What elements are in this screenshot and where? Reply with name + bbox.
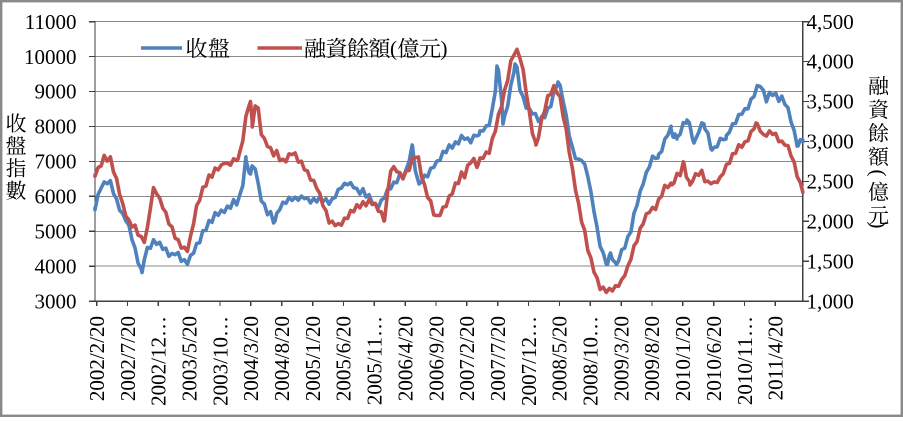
svg-text:2006/9/20: 2006/9/20 [424,316,448,401]
svg-text:2005/1/20: 2005/1/20 [301,316,325,401]
svg-text:4000: 4000 [35,254,77,278]
svg-text:5000: 5000 [35,220,77,244]
svg-text:1,000: 1,000 [807,289,854,313]
svg-text:2005/6/20: 2005/6/20 [332,316,356,401]
svg-text:3,500: 3,500 [807,90,854,114]
svg-text:2002/7/20: 2002/7/20 [116,316,140,401]
svg-text:2,000: 2,000 [807,210,854,234]
svg-text:2008/10…: 2008/10… [579,316,603,406]
svg-text:6000: 6000 [35,185,77,209]
svg-text:2002/2/20: 2002/2/20 [85,316,109,401]
svg-text:2,500: 2,500 [807,170,854,194]
svg-text:2007/2/20: 2007/2/20 [455,316,479,401]
svg-text:3,000: 3,000 [807,130,854,154]
svg-text:(: ( [390,37,397,61]
svg-text:2002/12…: 2002/12… [147,316,171,406]
svg-text:2009/8/20: 2009/8/20 [640,316,664,401]
svg-text:1,500: 1,500 [807,250,854,274]
svg-text:2010/6/20: 2010/6/20 [702,316,726,401]
svg-text:7000: 7000 [35,150,77,174]
svg-text:11000: 11000 [25,10,77,34]
svg-text:2005/11…: 2005/11… [363,316,387,405]
svg-text:8000: 8000 [35,115,77,139]
svg-text:): ) [867,222,891,229]
svg-text:2007/7/20: 2007/7/20 [486,316,510,401]
svg-text:): ) [441,37,448,61]
svg-text:2003/5/20: 2003/5/20 [178,316,202,401]
svg-text:9000: 9000 [35,80,77,104]
svg-text:10000: 10000 [24,45,77,69]
svg-text:2007/12…: 2007/12… [517,316,541,406]
svg-text:4,500: 4,500 [807,10,854,34]
svg-text:2004/8/20: 2004/8/20 [270,316,294,401]
svg-text:2006/4/20: 2006/4/20 [393,316,417,401]
svg-text:2003/10…: 2003/10… [208,316,232,406]
svg-text:2004/3/20: 2004/3/20 [239,316,263,401]
svg-text:2009/3/20: 2009/3/20 [609,316,633,401]
svg-text:2010/11…: 2010/11… [733,316,757,405]
svg-text:2008/5/20: 2008/5/20 [548,316,572,401]
svg-text:(: ( [867,170,891,177]
svg-text:2011/4/20: 2011/4/20 [764,316,788,400]
svg-text:3000: 3000 [35,289,77,313]
svg-text:4,000: 4,000 [807,50,854,74]
svg-text:2010/1/20: 2010/1/20 [671,316,695,401]
